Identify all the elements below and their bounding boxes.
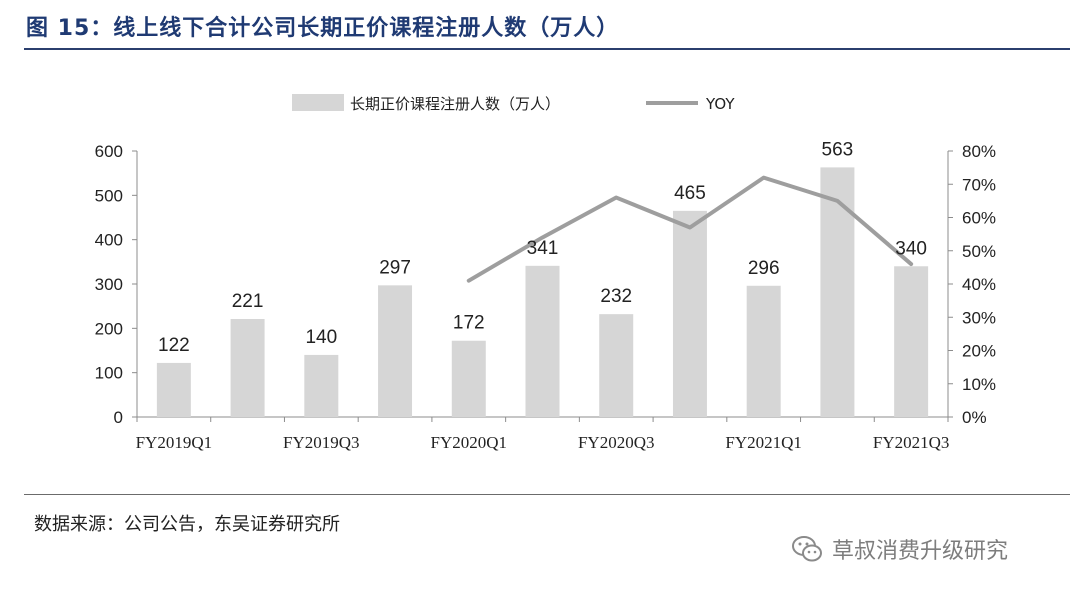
legend-bar-swatch [292, 94, 344, 111]
x-tick-label: FY2019Q1 [136, 433, 213, 452]
x-tick-label: FY2021Q1 [725, 433, 802, 452]
y-right-tick-label: 50% [962, 242, 996, 261]
bar-data-label: 232 [600, 286, 632, 307]
bar [599, 314, 634, 417]
y-left-tick-label: 500 [95, 186, 123, 205]
yoy-line [466, 175, 914, 283]
bar [304, 354, 339, 417]
source-rule [24, 494, 1070, 495]
watermark-text: 草叔消费升级研究 [832, 539, 1009, 564]
x-tick-label: FY2020Q3 [578, 433, 655, 452]
y-left-tick-label: 200 [95, 319, 123, 338]
y-right-tick-label: 30% [962, 308, 996, 327]
legend-line-label: YOY [705, 95, 735, 113]
x-tick-label: FY2019Q3 [283, 433, 360, 452]
bar-data-label: 563 [822, 139, 854, 160]
y-right-tick-label: 60% [962, 209, 996, 228]
y-right-tick-label: 20% [962, 342, 996, 361]
bar [378, 285, 413, 417]
figure-title: 图 15：线上线下合计公司长期正价课程注册人数（万人） [26, 16, 620, 41]
source-note: 数据来源：公司公告，东吴证券研究所 [34, 514, 340, 535]
bar-data-label: 296 [748, 258, 780, 279]
bar-data-label: 340 [895, 238, 927, 259]
bar-data-label: 221 [232, 291, 264, 312]
bar [156, 362, 191, 417]
bar-data-label: 297 [379, 257, 411, 278]
data-labels: 122 221 140 297 172 341 232 465 296 563 340 [158, 139, 927, 356]
bars [156, 167, 929, 417]
bar-data-label: 465 [674, 183, 706, 204]
bar [672, 210, 707, 417]
bar [451, 340, 486, 417]
y-left-tick-label: 600 [95, 142, 123, 161]
bar [746, 285, 781, 417]
y-right-tick-label: 80% [962, 142, 996, 161]
bar [894, 266, 929, 417]
y-left-tick-label: 100 [95, 364, 123, 383]
x-tick-label: FY2021Q3 [873, 433, 950, 452]
x-tick-label: FY2020Q1 [431, 433, 508, 452]
title-rule [24, 48, 1070, 50]
y-right-tick-label: 10% [962, 375, 996, 394]
legend-bar-label: 长期正价课程注册人数（万人） [350, 95, 560, 113]
y-right-tick-label: 40% [962, 275, 996, 294]
bar-data-label: 140 [305, 327, 337, 348]
axes: 0 100 200 300 400 500 600 0% 10% 20% 30% 40% 50% 60% 7… [95, 142, 996, 452]
y-right-tick-label: 70% [962, 175, 996, 194]
legend: 长期正价课程注册人数（万人） YOY [292, 94, 735, 113]
y-right-tick-label: 0% [962, 408, 987, 427]
bar [820, 167, 855, 417]
bar-data-label: 172 [453, 313, 485, 334]
y-left-tick-label: 400 [95, 231, 123, 250]
bar-data-label: 341 [527, 238, 559, 259]
y-left-tick-label: 0 [114, 408, 123, 427]
bar [525, 265, 560, 417]
wechat-icon [792, 536, 822, 562]
bar [230, 319, 265, 417]
y-left-tick-label: 300 [95, 275, 123, 294]
bar-data-label: 122 [158, 335, 190, 356]
watermark: 草叔消费升级研究 [790, 532, 1008, 566]
